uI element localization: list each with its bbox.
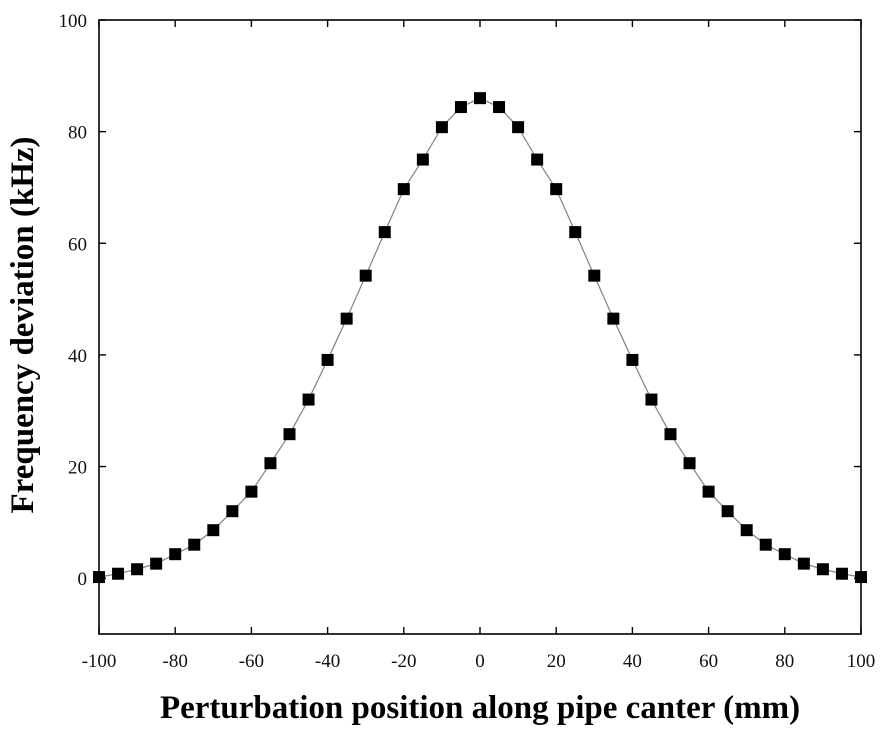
data-point: [474, 92, 486, 105]
data-point: [626, 353, 639, 366]
x-tick-label: -100: [82, 651, 117, 672]
data-point: [759, 538, 772, 551]
data-point: [683, 457, 696, 470]
y-tick-label: 40: [68, 346, 87, 367]
x-tick-label: -60: [239, 651, 264, 672]
x-tick-label: -20: [391, 651, 416, 672]
data-point: [550, 183, 563, 196]
data-point: [454, 101, 467, 114]
data-point: [207, 524, 220, 537]
x-tick-label: -80: [163, 651, 188, 672]
data-point: [835, 567, 848, 580]
data-point: [416, 153, 429, 166]
data-point: [397, 183, 410, 196]
data-point: [302, 393, 315, 406]
data-point: [721, 505, 734, 518]
data-point: [245, 485, 258, 498]
data-point: [359, 269, 372, 282]
data-point: [797, 557, 810, 570]
y-tick-label: 60: [68, 234, 87, 255]
x-tick-label: 20: [547, 651, 566, 672]
y-tick-label: 0: [78, 569, 88, 590]
markers-layer: [93, 92, 867, 584]
tick-labels-layer: -100 -80 -60 -40 -20 0 20 40 60 80 100 0 20 40 60 80 100: [59, 11, 876, 672]
data-point: [264, 457, 277, 470]
y-tick-label: 80: [68, 123, 87, 144]
x-tick-label: 60: [699, 651, 718, 672]
data-point: [816, 563, 829, 576]
data-point: [569, 226, 582, 239]
data-point: [855, 571, 867, 584]
y-tick-label: 100: [59, 11, 88, 32]
x-axis-title: Perturbation position along pipe canter …: [160, 690, 800, 726]
data-point: [226, 505, 239, 518]
data-point: [321, 353, 334, 366]
series-line: [98, 97, 862, 578]
data-point: [169, 548, 182, 561]
data-point: [645, 393, 658, 406]
data-point: [702, 485, 715, 498]
x-tick-label: -40: [315, 651, 340, 672]
y-axis-title: Frequency deviation (kHz): [5, 136, 41, 513]
data-point: [150, 557, 163, 570]
data-point: [112, 567, 125, 580]
x-tick-label: 0: [475, 651, 485, 672]
data-point: [607, 312, 620, 325]
plot-frame: [98, 19, 862, 635]
data-point: [531, 153, 544, 166]
data-point: [588, 269, 601, 282]
x-tick-label: 100: [847, 651, 876, 672]
data-point: [283, 428, 296, 441]
data-point: [93, 571, 105, 584]
data-point: [435, 121, 448, 134]
data-point: [740, 524, 753, 537]
data-point: [378, 226, 391, 239]
data-point: [131, 563, 144, 576]
data-point: [340, 312, 353, 325]
ticks-layer: [98, 19, 862, 634]
data-point: [493, 101, 506, 114]
data-point: [188, 538, 201, 551]
data-point: [512, 121, 525, 134]
x-tick-label: 40: [623, 651, 642, 672]
y-tick-label: 20: [68, 458, 87, 479]
data-point: [664, 428, 677, 441]
data-point: [778, 548, 791, 561]
x-tick-label: 80: [775, 651, 794, 672]
